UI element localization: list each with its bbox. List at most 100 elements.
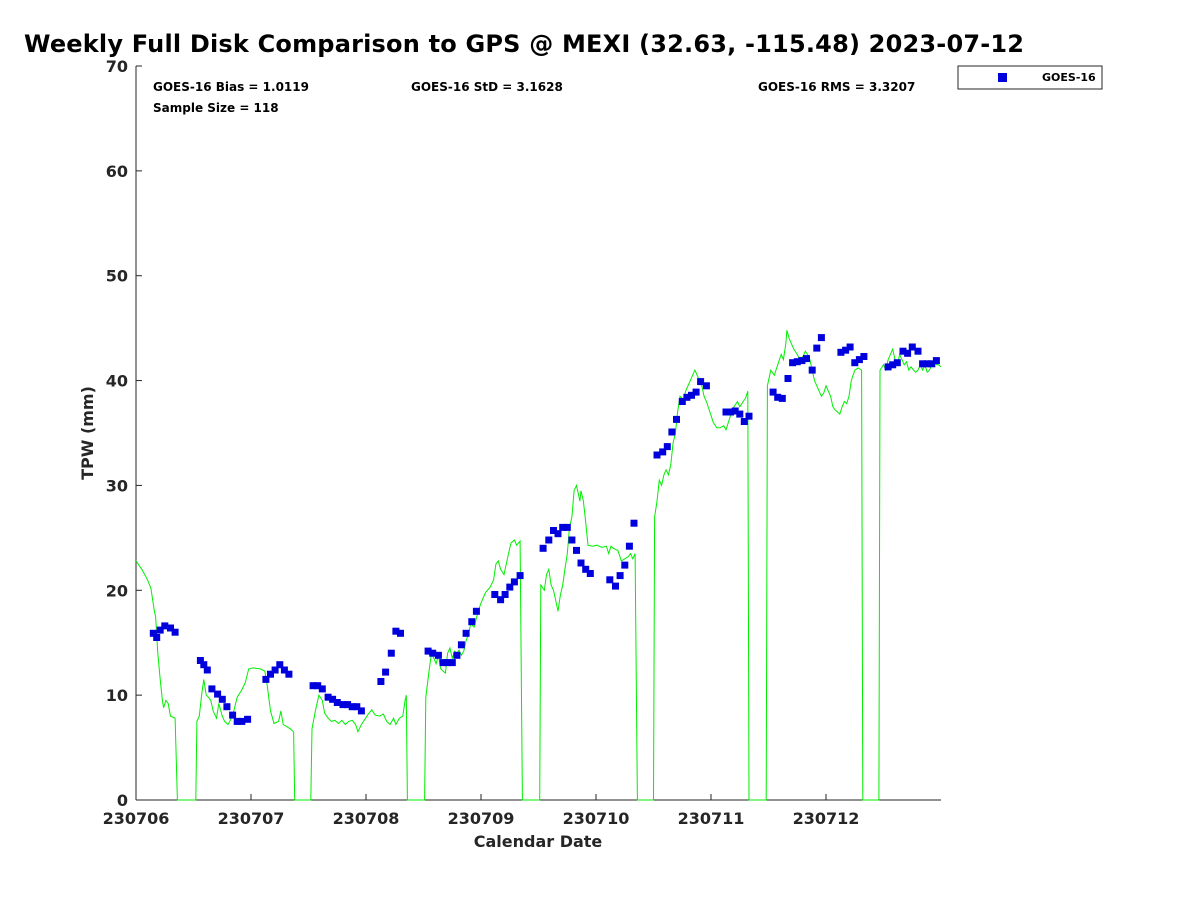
goes-16-point [889,361,897,369]
goes-16-point [506,583,514,591]
goes-16-point [392,627,400,635]
legend-square-marker [998,73,1007,82]
goes-16-point [630,519,638,527]
goes-16-point [893,359,901,367]
gps-series-line [135,330,942,801]
goes-16-point [203,666,211,674]
goes-16-point [663,443,671,451]
goes-16-point [692,388,700,396]
goes-16-point [914,347,922,355]
goes-16-point [808,366,816,374]
x-tick-label: 230707 [218,809,285,828]
goes-16-point [439,659,447,667]
goes-16-point [329,695,337,703]
y-tick-label: 50 [106,267,128,286]
goes-16-point [223,703,231,711]
goes-16-point [339,701,347,709]
goes-16-point [457,641,465,649]
stat-bias: GOES-16 Bias = 1.0119 [153,80,309,94]
y-axis-label: TPW (mm) [78,386,97,480]
goes-16-point [353,703,361,711]
x-tick-label: 230706 [103,809,170,828]
goes-16-point [568,536,576,544]
goes-16-point [539,544,547,552]
goes-16-point [928,360,936,368]
y-tick-label: 40 [106,372,128,391]
goes-16-point [813,344,821,352]
goes-16-point [468,618,476,626]
goes-16-point [769,388,777,396]
goes-16-point [453,651,461,659]
goes-16-point [559,523,567,531]
goes-16-point [621,561,629,569]
goes-16-point [851,359,859,367]
y-tick-label: 30 [106,476,128,495]
x-tick-label: 230709 [448,809,515,828]
goes-16-point [149,629,157,637]
goes-16-point [510,578,518,586]
chart-title: Weekly Full Disk Comparison to GPS @ MEX… [24,30,1025,58]
goes-16-point [271,666,279,674]
goes-16-point [161,622,169,630]
goes-16-point [262,675,270,683]
goes-16-point [573,546,580,554]
goes-16-point [774,393,782,401]
goes-16-point [434,651,442,659]
goes-16-point [736,410,744,418]
goes-16-point [171,628,179,636]
goes-16-point [348,703,356,711]
goes-16-point [625,542,633,550]
goes-16-point [344,701,352,709]
y-tick-label: 20 [106,581,128,600]
goes-16-point [860,353,868,360]
y-tick-label: 0 [117,791,128,810]
goes-16-point [722,408,730,416]
goes-16-point [884,363,892,371]
goes-16-point [333,699,341,706]
goes-16-point [793,358,801,366]
goes-16-point [233,717,241,725]
legend-box [957,65,1103,90]
goes-16-point [899,347,907,355]
goes-16-point [280,666,288,674]
goes-16-point [908,343,916,351]
goes-16-point [244,715,252,723]
goes-16-point [817,334,825,342]
y-tick-label: 10 [106,686,128,705]
goes-16-point [846,343,854,351]
goes-16-point [653,451,661,459]
goes-16-point [516,572,524,580]
goes-16-point [491,591,499,598]
goes-16-point [357,707,365,715]
goes-16-point [208,685,216,693]
goes-16-point [550,527,557,534]
x-tick-label: 230712 [793,809,860,828]
goes-16-point [668,428,676,436]
goes-16-point [778,394,786,402]
goes-16-point [727,408,734,416]
goes-16-point [156,626,164,634]
goes-16-point [472,607,480,615]
goes-16-points [149,334,940,725]
x-tick-label: 230708 [333,809,400,828]
goes-16-point [545,536,553,544]
goes-16-point [616,572,624,580]
stat-sample-size: Sample Size = 118 [153,101,279,115]
goes-16-point [702,382,710,390]
goes-16-point [196,657,204,664]
goes-16-point [582,565,590,573]
goes-16-point [238,717,246,725]
x-axis-label: Calendar Date [474,832,603,851]
goes-16-point [229,711,237,719]
goes-16-point [153,634,161,641]
goes-16-point [397,629,404,637]
legend-label: GOES-16 [1042,71,1096,84]
goes-16-point [214,690,222,698]
goes-16-point [740,418,748,425]
goes-16-point [382,668,390,676]
goes-16-point [586,570,594,577]
goes-16-point [923,360,931,368]
y-tick-label: 60 [106,162,128,181]
y-tick-label: 70 [106,57,128,76]
